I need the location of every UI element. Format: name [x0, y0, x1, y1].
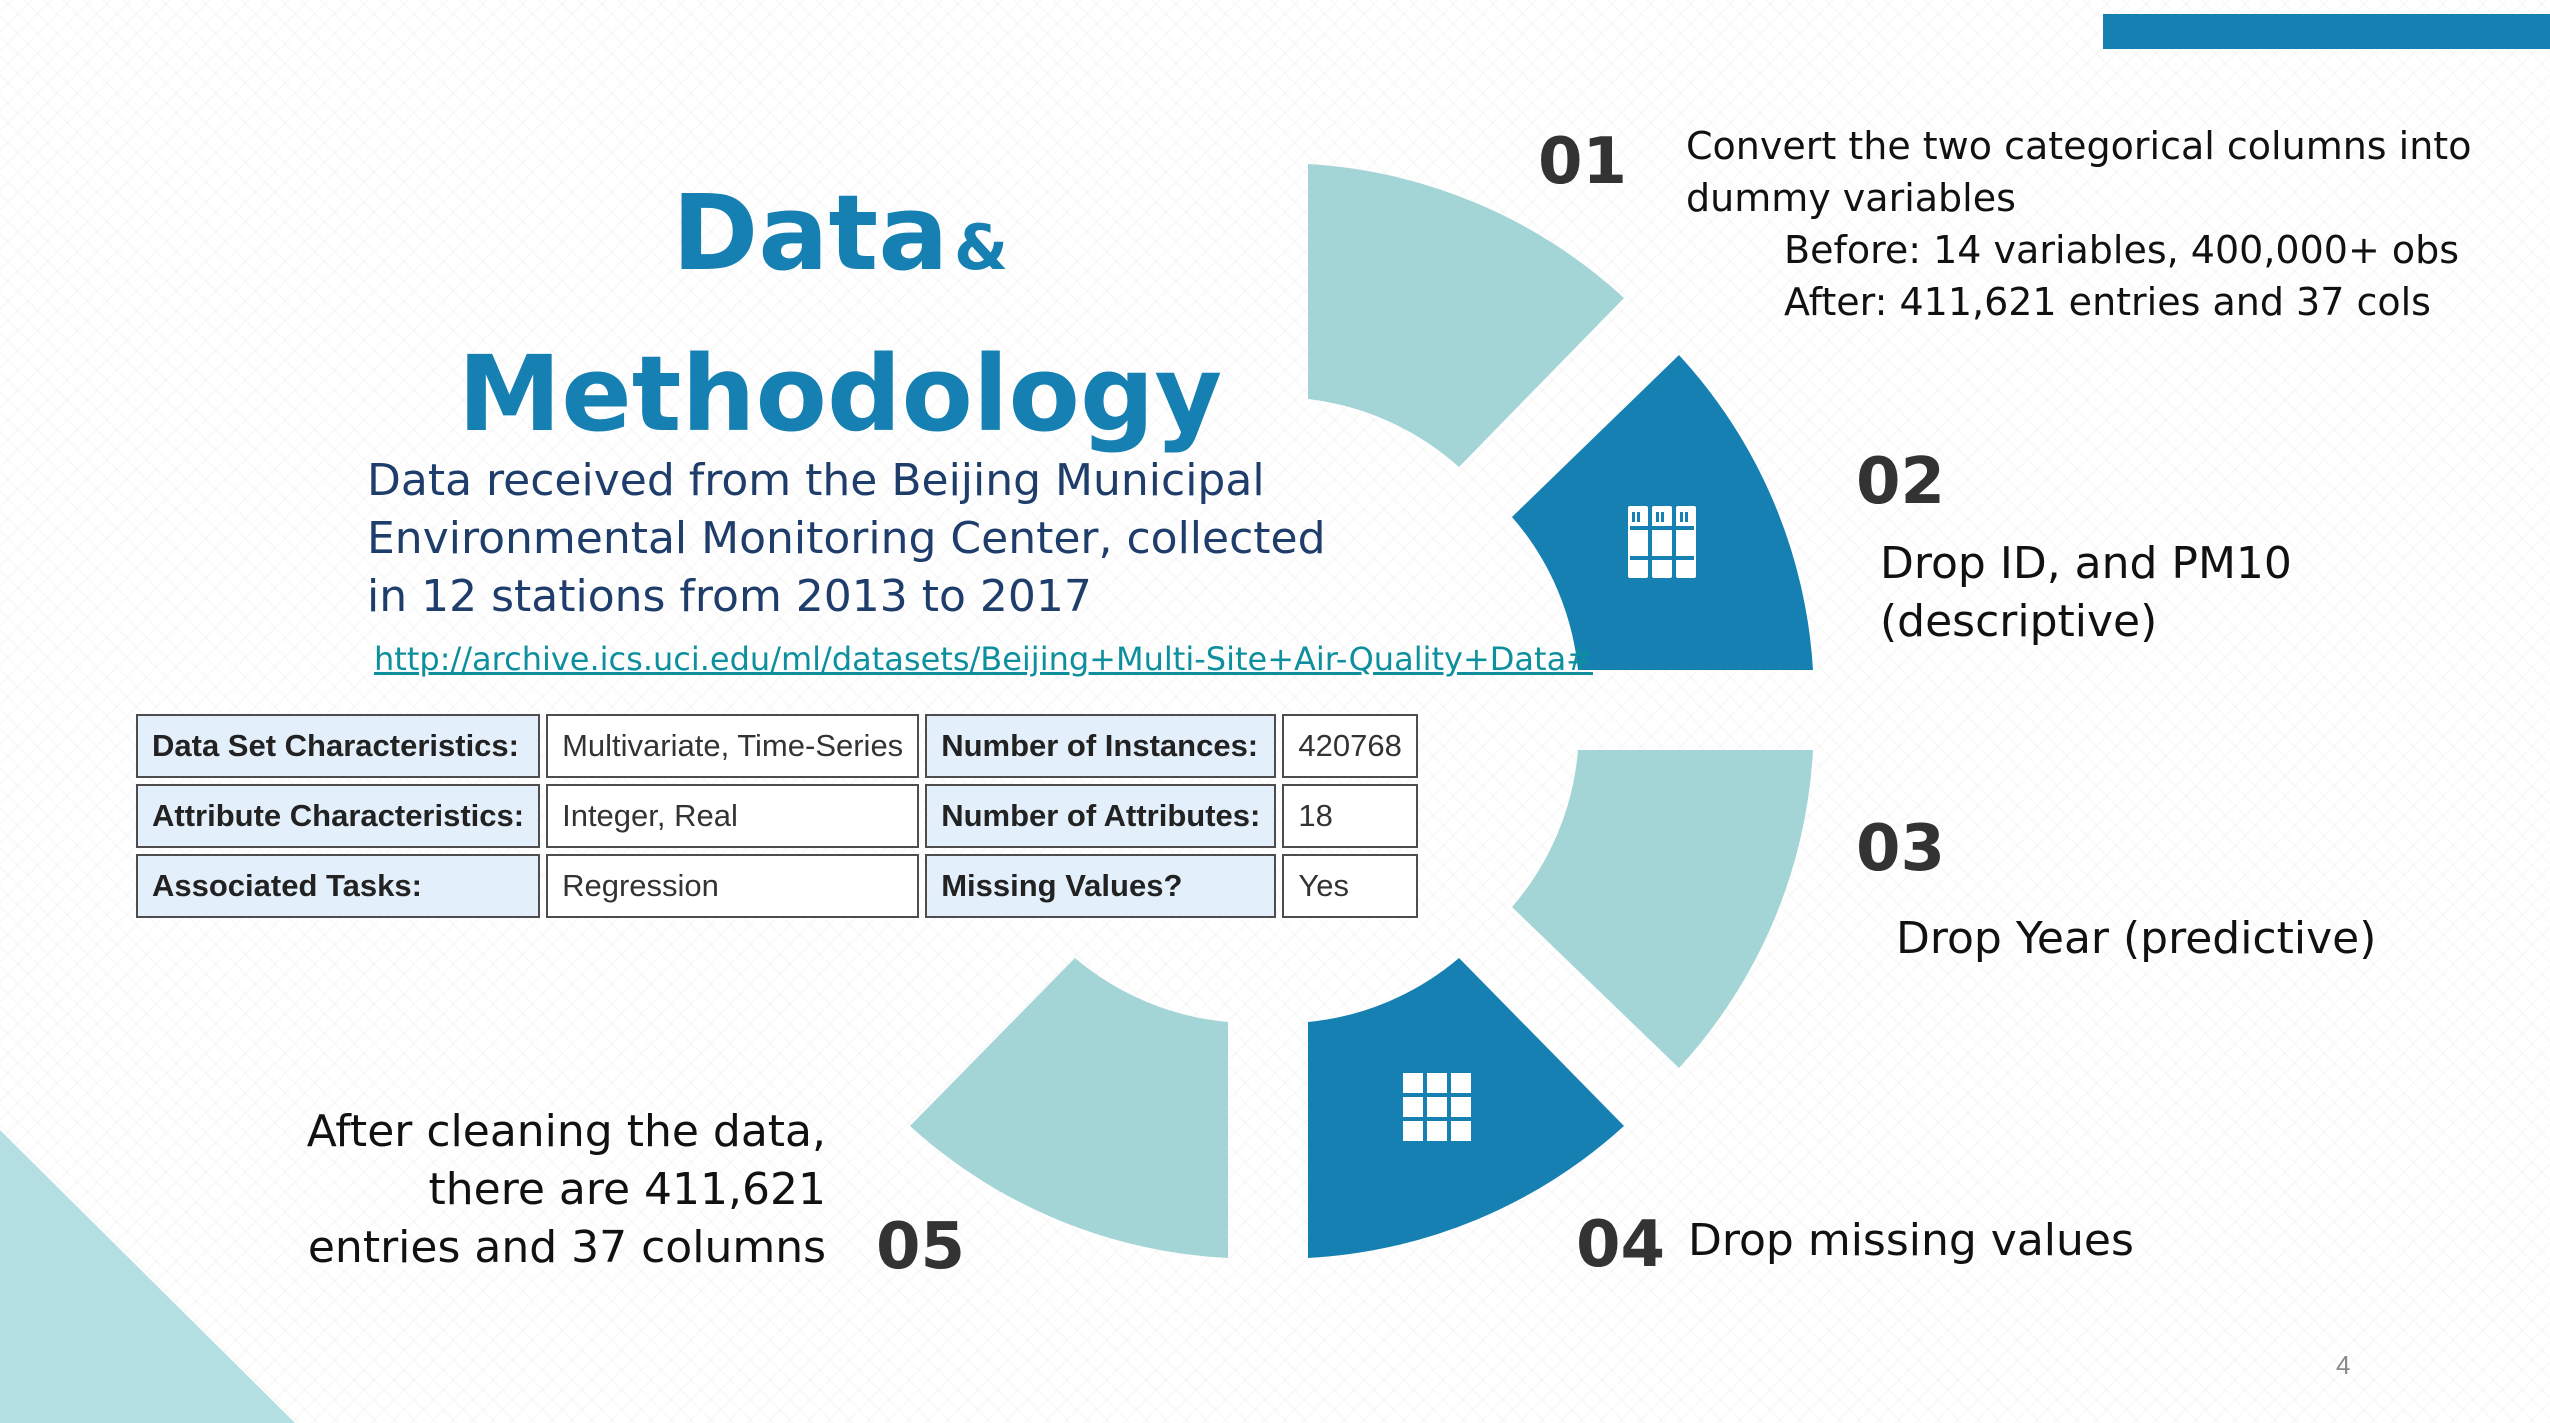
table-cell-value: Multivariate, Time-Series — [546, 714, 920, 778]
table-cell-label: Number of Instances: — [925, 714, 1277, 778]
table-cell-label: Data Set Characteristics: — [136, 714, 541, 778]
step-line: there are 411,621 — [428, 1164, 826, 1215]
corner-decoration — [0, 1130, 295, 1423]
title-ampersand: & — [953, 211, 1009, 284]
step-text-05: After cleaning the data, there are 411,6… — [280, 1103, 826, 1277]
grid-icon — [1403, 1073, 1471, 1141]
intro-text: Data received from the Beijing Municipal… — [367, 452, 1327, 626]
table-cell-label: Associated Tasks: — [136, 854, 541, 918]
step-text-03: Drop Year (predictive) — [1896, 910, 2496, 968]
books-icon — [1628, 506, 1696, 578]
step-line: Drop missing values — [1688, 1215, 2134, 1266]
table-cell-value: 420768 — [1282, 714, 1418, 778]
table-cell-value: Regression — [546, 854, 920, 918]
step-line: dummy variables — [1686, 176, 2016, 220]
step-line: entries and 37 columns — [307, 1222, 826, 1273]
intro-line: in 12 stations from 2013 to 2017 — [367, 571, 1092, 622]
step-text-04: Drop missing values — [1688, 1212, 2288, 1270]
page-title: Data & Methodology — [440, 168, 1240, 459]
step-line: Drop Year (predictive) — [1896, 913, 2377, 964]
table-row: Associated Tasks: Regression Missing Val… — [136, 854, 1418, 918]
table-row: Data Set Characteristics: Multivariate, … — [136, 714, 1418, 778]
top-accent-bar — [2103, 14, 2550, 49]
step-subline: After: 411,621 entries and 37 cols — [1784, 280, 2431, 324]
step-number-03: 03 — [1856, 812, 1946, 886]
table-cell-value: Yes — [1282, 854, 1418, 918]
step-number-04: 04 — [1576, 1208, 1666, 1282]
title-second: Methodology — [457, 333, 1223, 455]
table-cell-label: Attribute Characteristics: — [136, 784, 541, 848]
step-number-02: 02 — [1856, 445, 1946, 519]
table-cell-value: 18 — [1282, 784, 1418, 848]
step-line: Convert the two categorical columns into — [1686, 124, 2472, 168]
step-line: (descriptive) — [1880, 596, 2158, 647]
table-cell-label: Number of Attributes: — [925, 784, 1277, 848]
step-text-01: Convert the two categorical columns into… — [1686, 120, 2506, 328]
title-main: Data — [671, 172, 949, 294]
step-line: After cleaning the data, — [306, 1106, 826, 1157]
dataset-link[interactable]: http://archive.ics.uci.edu/ml/datasets/B… — [374, 640, 1593, 678]
table-cell-value: Integer, Real — [546, 784, 920, 848]
step-line: Drop ID, and PM10 — [1880, 538, 2292, 589]
intro-line: Data received from the Beijing Municipal — [367, 455, 1265, 506]
table-cell-label: Missing Values? — [925, 854, 1277, 918]
wheel-segment-05 — [910, 958, 1228, 1258]
step-subline: Before: 14 variables, 400,000+ obs — [1784, 228, 2460, 272]
dataset-table: Data Set Characteristics: Multivariate, … — [130, 708, 1424, 924]
intro-line: Environmental Monitoring Center, collect… — [367, 513, 1326, 564]
wheel-segment-03 — [1512, 750, 1813, 1068]
table-row: Attribute Characteristics: Integer, Real… — [136, 784, 1418, 848]
page-number: 4 — [2336, 1350, 2351, 1380]
step-text-02: Drop ID, and PM10 (descriptive) — [1880, 535, 2480, 651]
wheel-segment-01 — [1308, 164, 1624, 467]
step-number-05: 05 — [876, 1210, 966, 1284]
step-number-01: 01 — [1538, 125, 1628, 199]
